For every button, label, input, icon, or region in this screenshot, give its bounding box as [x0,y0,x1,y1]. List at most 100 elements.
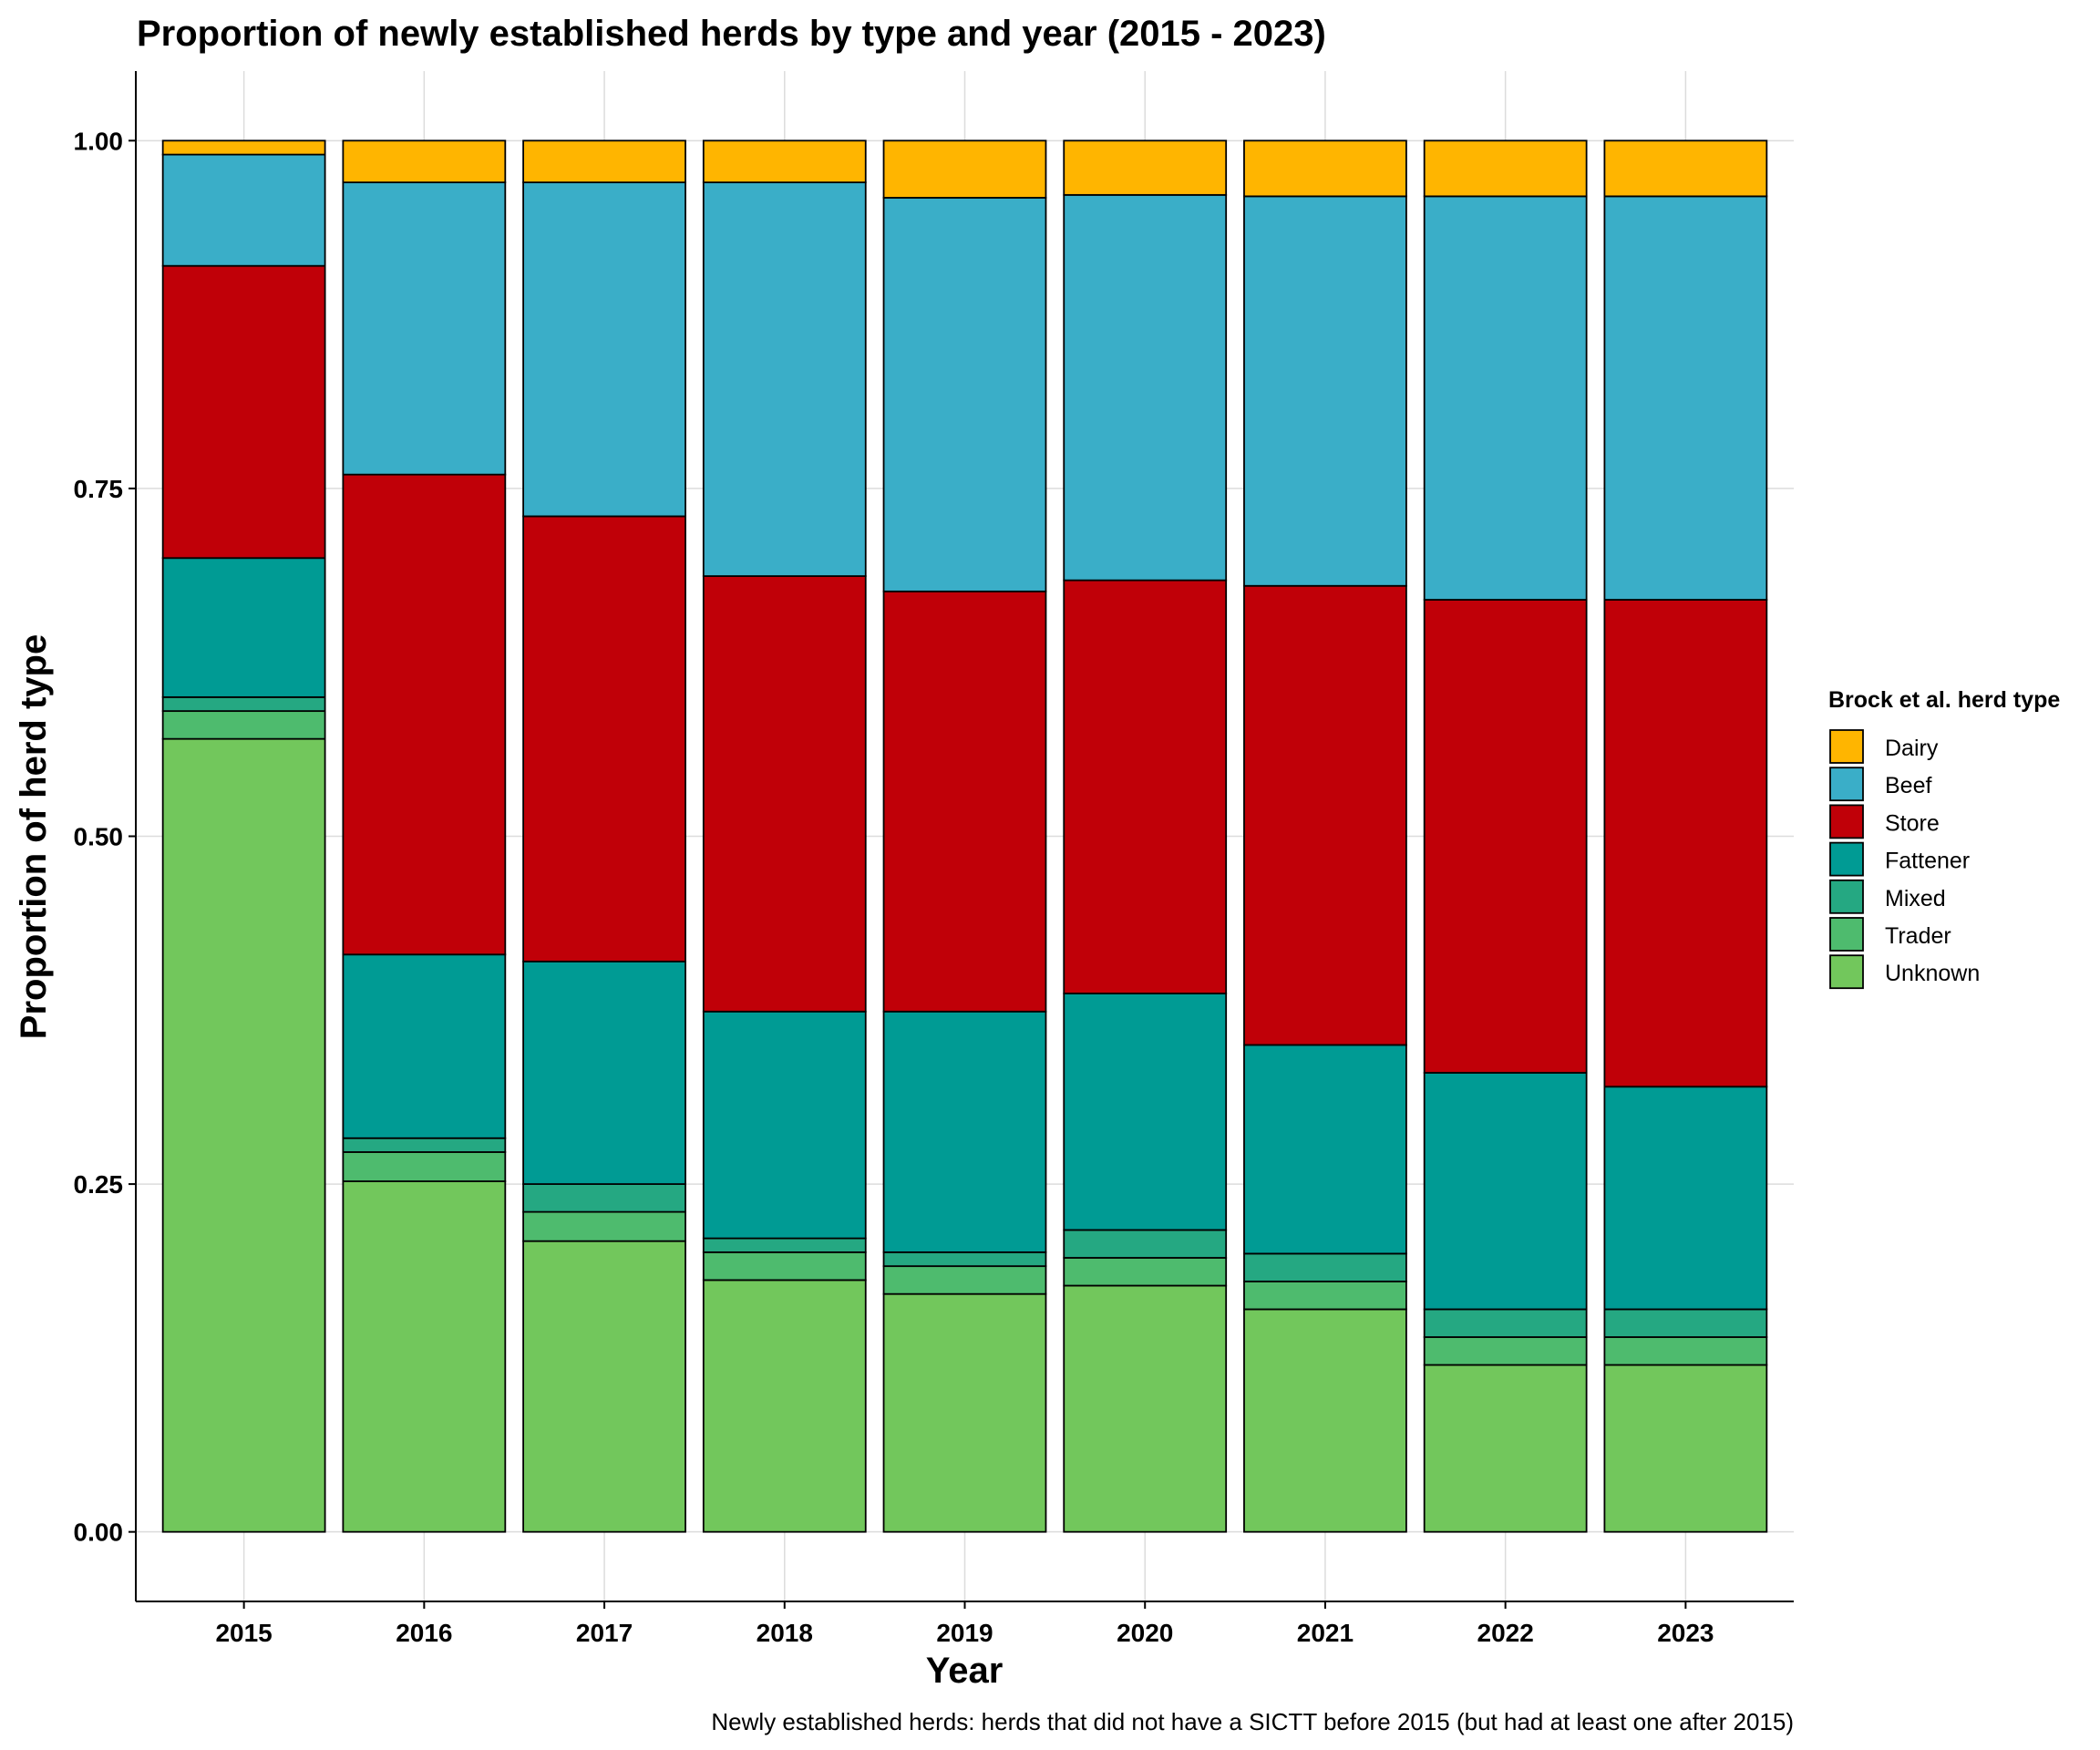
bar-segment-trader-2020 [1063,1257,1228,1287]
bar-segment-fattener-2021 [1243,1044,1407,1255]
bar-segment-unknown-2020 [1063,1284,1228,1533]
bar-segment-dairy-2022 [1423,139,1588,198]
x-tick-label: 2016 [396,1619,452,1647]
bar-segment-mixed-2019 [882,1251,1047,1268]
x-tick-label: 2021 [1297,1619,1354,1647]
y-axis-title: Proportion of herd type [14,634,54,1039]
bar-segment-dairy-2019 [882,139,1047,199]
bar-segment-trader-2022 [1423,1336,1588,1366]
bar-segment-mixed-2020 [1063,1229,1228,1259]
bars [161,139,1768,1533]
legend-swatch-dairy [1829,729,1864,764]
legend-label-dairy: Dairy [1885,736,1939,761]
bar-segment-store-2019 [882,590,1047,1013]
bar-segment-beef-2019 [882,196,1047,592]
legend-label-beef: Beef [1885,773,1931,798]
chart-title: Proportion of newly established herds by… [137,14,1326,54]
legend-label-trader: Trader [1885,923,1951,949]
bar-segment-mixed-2016 [342,1137,507,1153]
y-tick-label: 1.00 [74,127,124,155]
legend-swatch-fattener [1829,841,1864,877]
bar-segment-mixed-2021 [1243,1252,1407,1282]
bar-segment-unknown-2016 [342,1180,507,1533]
bar-segment-unknown-2017 [522,1240,686,1533]
bar-segment-trader-2023 [1603,1336,1768,1366]
bar-segment-fattener-2023 [1603,1086,1768,1311]
y-tick-label: 0.50 [74,823,124,851]
bar-segment-beef-2023 [1603,195,1768,601]
legend-title: Brock et al. herd type [1828,687,2060,713]
bar-segment-store-2015 [161,264,326,560]
bar-segment-dairy-2018 [702,139,867,184]
bar-segment-store-2020 [1063,579,1228,994]
x-axis-title: Year [926,1651,1004,1691]
legend-label-unknown: Unknown [1885,961,1980,986]
bar-segment-dairy-2021 [1243,139,1407,198]
bar-segment-fattener-2018 [702,1010,867,1240]
bar-segment-fattener-2022 [1423,1072,1588,1311]
bar-segment-fattener-2019 [882,1010,1047,1253]
bar-segment-dairy-2016 [342,139,507,184]
x-tick-label: 2017 [576,1619,633,1647]
legend-swatch-store [1829,804,1864,839]
bar-segment-mixed-2023 [1603,1308,1768,1338]
bar-segment-dairy-2015 [161,139,326,156]
x-tick-label: 2020 [1117,1619,1173,1647]
bar-segment-unknown-2018 [702,1279,867,1533]
bar-segment-beef-2016 [342,181,507,476]
x-tick-label: 2022 [1477,1619,1534,1647]
bar-segment-fattener-2016 [342,953,507,1139]
legend-items: Dairy Beef Store Fattener Mixed Trader Unknown [1829,729,1980,990]
x-tick-label: 2018 [757,1619,813,1647]
bar-segment-trader-2021 [1243,1281,1407,1311]
bar-segment-trader-2017 [522,1210,686,1242]
bar-segment-dairy-2017 [522,139,686,184]
bar-segment-unknown-2022 [1423,1364,1588,1533]
bar-segment-store-2016 [342,473,507,956]
bar-segment-trader-2018 [702,1251,867,1282]
bar-segment-mixed-2015 [161,695,326,713]
bar-segment-dairy-2020 [1063,139,1228,196]
bar-segment-fattener-2020 [1063,993,1228,1231]
bar-segment-store-2018 [702,575,867,1013]
x-tick-label: 2023 [1657,1619,1714,1647]
legend-swatch-mixed [1829,879,1864,914]
bar-segment-store-2021 [1243,584,1407,1046]
bar-segment-beef-2022 [1423,195,1588,601]
y-tick-label: 0.25 [74,1170,124,1199]
y-tick-label: 0.75 [74,475,124,503]
bar-segment-unknown-2021 [1243,1308,1407,1533]
bar-segment-store-2022 [1423,599,1588,1074]
legend-label-store: Store [1885,810,1940,836]
bar-segment-mixed-2018 [702,1237,867,1253]
bar-segment-unknown-2015 [161,737,326,1533]
bar-segment-beef-2020 [1063,193,1228,582]
x-axis-ticks: 2015 2016 2017 2018 2019 2020 2021 2022 2023 [215,1601,1714,1647]
bar-segment-mixed-2017 [522,1183,686,1213]
legend-swatch-trader [1829,917,1864,952]
legend-swatch-unknown [1829,954,1864,990]
bar-segment-trader-2019 [882,1265,1047,1295]
bar-segment-fattener-2015 [161,557,326,698]
legend-label-mixed: Mixed [1885,886,1946,911]
legend-label-fattener: Fattener [1885,849,1970,874]
bar-segment-unknown-2019 [882,1292,1047,1533]
bar-segment-unknown-2023 [1603,1364,1768,1533]
bar-segment-beef-2017 [522,181,686,518]
legend: Brock et al. herd type Dairy Beef Store Fat… [1828,687,2060,990]
legend-swatch-beef [1829,767,1864,802]
bar-segment-beef-2021 [1243,195,1407,587]
bar-segment-mixed-2022 [1423,1308,1588,1338]
x-tick-label: 2015 [215,1619,272,1647]
bar-segment-trader-2016 [342,1151,507,1182]
bar-segment-dairy-2023 [1603,139,1768,198]
chart-caption: Newly established herds: herds that did … [711,1708,1794,1735]
x-tick-label: 2019 [936,1619,993,1647]
bar-segment-store-2017 [522,515,686,962]
y-tick-label: 0.00 [74,1518,124,1547]
bar-segment-fattener-2017 [522,960,686,1185]
bar-segment-trader-2015 [161,710,326,740]
bar-segment-beef-2015 [161,153,326,267]
bar-segment-store-2023 [1603,599,1768,1088]
